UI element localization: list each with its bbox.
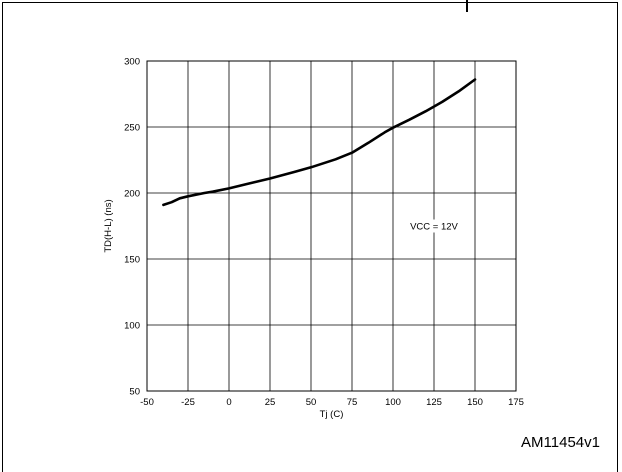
y-axis-label: TD(H-L) (ns) <box>103 199 114 252</box>
y-tick-label: 100 <box>124 321 140 332</box>
x-tick-label: 50 <box>306 397 317 408</box>
x-tick-label: 25 <box>265 397 276 408</box>
grid <box>147 61 516 391</box>
x-tick-label: 75 <box>347 397 358 408</box>
y-tick-label: 50 <box>129 387 140 398</box>
y-tick-label: 200 <box>124 189 140 200</box>
plot-area <box>146 60 517 392</box>
tick-labels: -50 -25 0 25 50 75 100 125 150 175 50 100 150 200 250 3… <box>124 57 524 409</box>
x-tick-label: 125 <box>426 397 442 408</box>
x-tick-label: -50 <box>140 397 154 408</box>
x-axis-label: Tj (C) <box>320 409 344 420</box>
figure-id: AM11454v1 <box>521 434 600 451</box>
x-tick-label: -25 <box>181 397 195 408</box>
y-tick-label: 250 <box>124 123 140 134</box>
x-tick-label: 150 <box>467 397 483 408</box>
frame-divider <box>466 0 468 12</box>
x-tick-label: 0 <box>226 397 231 408</box>
y-tick-label: 150 <box>124 255 140 266</box>
series-line <box>162 78 477 207</box>
y-tick-label: 300 <box>124 57 140 68</box>
x-tick-label: 100 <box>385 397 401 408</box>
x-tick-label: 175 <box>508 397 524 408</box>
vcc-annotation: VCC = 12V <box>410 222 458 233</box>
annotation-background <box>402 219 466 233</box>
